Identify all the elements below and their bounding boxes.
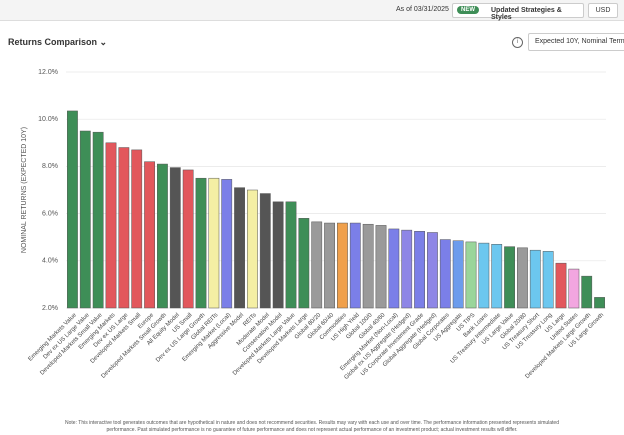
bar — [414, 231, 425, 309]
bar — [208, 177, 220, 309]
bar — [491, 244, 503, 309]
bar — [92, 131, 104, 309]
y-tick-label: 6.0% — [42, 210, 58, 217]
bar — [542, 251, 554, 309]
bar — [504, 246, 515, 309]
bar — [594, 297, 605, 309]
bar — [555, 262, 567, 309]
y-tick-label: 4.0% — [42, 258, 58, 265]
updates-text: Updated Strategies & Styles — [491, 7, 562, 21]
bar — [131, 149, 143, 309]
top-bar: As of 03/31/2025 NEW Updated Strategies … — [0, 0, 624, 21]
bar — [439, 239, 451, 309]
bar — [478, 242, 490, 309]
bar — [67, 110, 78, 309]
y-tick-label: 8.0% — [42, 163, 58, 170]
bar — [285, 201, 297, 309]
bar — [118, 147, 130, 309]
bar — [427, 232, 438, 309]
y-tick-label: 12.0% — [38, 69, 58, 76]
bar — [234, 187, 245, 309]
as-of: As of 03/31/2025 — [396, 6, 449, 13]
bar — [465, 241, 477, 309]
bar — [337, 222, 348, 309]
bar — [182, 169, 194, 309]
bar — [259, 193, 271, 309]
bar — [517, 247, 528, 309]
bar — [581, 275, 593, 309]
bar — [298, 218, 310, 309]
bar — [324, 222, 335, 309]
bar — [311, 221, 323, 309]
footer-line: Note: This interactive tool generates ou… — [65, 420, 559, 426]
bar — [362, 223, 374, 309]
chart: NOMINAL RETURNS (EXPECTED 10Y) 2.0% 4.0% 6… — [21, 69, 606, 381]
y-tick-label: 10.0% — [38, 116, 58, 123]
bar — [388, 228, 400, 309]
bar — [452, 240, 464, 309]
chevron: ⌄ — [99, 37, 108, 47]
footer-note: Note: This interactive tool generates ou… — [0, 420, 624, 434]
bar — [529, 249, 541, 309]
x-tick-label: Emerging Markets Value — [28, 312, 79, 363]
bar — [401, 229, 413, 309]
title-text: Returns Comparison — [8, 37, 98, 47]
footer-line: performance. Past simulated performance … — [106, 427, 518, 433]
metric-selector[interactable]: Expected 10Y, Nominal Terms — [528, 33, 624, 51]
bar — [157, 163, 168, 309]
bar — [144, 161, 155, 309]
y-axis-label: NOMINAL RETURNS (EXPECTED 10Y) — [21, 127, 28, 253]
bar — [79, 130, 91, 309]
bar — [272, 201, 284, 309]
new-badge: NEW — [457, 6, 479, 14]
bar — [375, 225, 387, 309]
y-tick-label: 2.0% — [42, 305, 58, 312]
info-icon[interactable]: i — [512, 37, 523, 48]
currency-button[interactable]: USD — [588, 3, 618, 18]
bar — [247, 189, 258, 309]
bar — [349, 222, 361, 309]
bar — [221, 179, 233, 309]
bar — [195, 177, 207, 309]
bar — [169, 167, 181, 309]
updates-button[interactable]: NEW Updated Strategies & Styles — [452, 3, 584, 21]
panel-title[interactable]: Returns Comparison ⌄ — [8, 37, 107, 48]
bar — [105, 142, 117, 309]
bar — [568, 268, 580, 309]
